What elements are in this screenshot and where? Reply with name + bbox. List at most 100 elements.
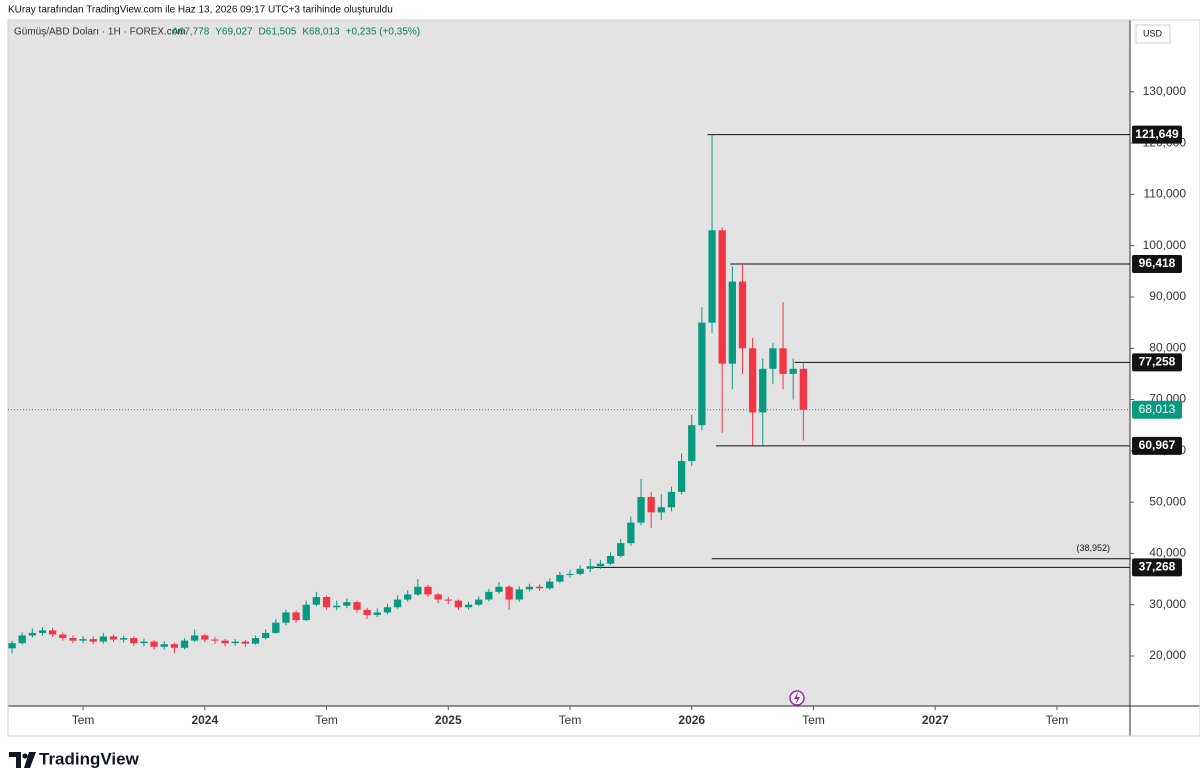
candle-body xyxy=(667,491,676,508)
candle-body xyxy=(28,632,36,636)
brand-logo xyxy=(9,752,36,768)
attribution: KUray tarafından TradingView.com ile Haz… xyxy=(8,5,393,16)
candle-body xyxy=(454,600,463,608)
x-tick-label: Tem xyxy=(1046,713,1069,727)
candle-body xyxy=(322,597,331,608)
level-label: (38,952) xyxy=(1076,543,1110,553)
candle-body xyxy=(262,632,270,639)
candle-body xyxy=(515,589,523,600)
candle-body xyxy=(211,639,219,641)
candle-body xyxy=(708,230,716,323)
x-tick-label: Tem xyxy=(559,713,582,727)
candle-body xyxy=(180,640,189,648)
candle-body xyxy=(170,644,179,648)
candle-body xyxy=(221,640,229,644)
y-tick-label: 90,000 xyxy=(1149,289,1186,303)
candle-body xyxy=(404,594,412,600)
candle-body xyxy=(109,636,118,640)
event-icon xyxy=(789,690,805,706)
candle-body xyxy=(373,612,381,615)
x-tick-label: 2026 xyxy=(678,713,705,727)
y-tick-label: 30,000 xyxy=(1149,597,1186,611)
candle-body xyxy=(89,639,97,642)
candle-body xyxy=(505,586,513,600)
candle-body xyxy=(383,607,392,613)
candle-body xyxy=(130,638,138,644)
candle-body xyxy=(292,612,300,621)
candle-body xyxy=(150,641,158,647)
candle-body xyxy=(79,639,87,641)
currency: USD xyxy=(1143,28,1163,38)
candle-body xyxy=(769,348,777,369)
candle-body xyxy=(637,496,645,523)
candle-body xyxy=(201,635,209,640)
candle-body xyxy=(48,630,57,635)
candle-body xyxy=(251,638,260,644)
candle-body xyxy=(99,636,108,642)
candle-body xyxy=(343,602,351,606)
symbol-title: Gümüş/ABD Doları · 1H · FOREX.com xyxy=(14,27,186,38)
y-tick-label: 20,000 xyxy=(1149,648,1186,662)
y-tick-label: 130,000 xyxy=(1143,84,1187,98)
candle-body xyxy=(444,599,452,601)
candle-body xyxy=(191,635,199,641)
level-label: 60,967 xyxy=(1139,438,1176,452)
ohlc-value: A67,778 xyxy=(172,27,210,38)
candle-body xyxy=(8,643,16,649)
candle-body xyxy=(576,568,584,574)
last-price-badge xyxy=(1132,400,1182,419)
candle-body xyxy=(789,368,797,374)
candle-body xyxy=(424,586,432,595)
ohlc-legend: A67,778 Y69,027 D61,505 K68,013 +0,235 (+0,3… xyxy=(172,27,420,38)
level-label: 121,649 xyxy=(1135,127,1179,141)
candle-body xyxy=(738,281,747,349)
candle-body xyxy=(799,368,807,410)
candle-body xyxy=(657,507,665,513)
x-tick-label: Tem xyxy=(315,713,338,727)
y-tick-label: 110,000 xyxy=(1144,187,1187,201)
candle-body xyxy=(688,425,696,462)
candle-body xyxy=(718,230,726,364)
candle-body xyxy=(535,586,544,589)
candle-body xyxy=(464,604,473,608)
candle-body xyxy=(69,638,77,641)
level-badge xyxy=(1132,255,1182,274)
candle-body xyxy=(160,644,168,647)
level-label: 37,268 xyxy=(1139,560,1176,574)
candle-body xyxy=(140,641,148,644)
candle-body xyxy=(475,599,483,605)
y-tick-label: 100,000 xyxy=(1143,238,1187,252)
candle-body xyxy=(414,586,422,595)
candle-body xyxy=(525,586,534,590)
candle-body xyxy=(617,543,625,556)
candle-body xyxy=(353,602,361,610)
candle-body xyxy=(312,597,321,605)
candle-body xyxy=(282,612,290,623)
level-badge xyxy=(1132,436,1182,455)
level-label: 96,418 xyxy=(1139,256,1176,270)
candle-body xyxy=(495,586,503,592)
candle-body xyxy=(647,496,655,513)
candle-body xyxy=(759,368,767,413)
candle-body xyxy=(627,522,635,544)
x-tick-label: 2025 xyxy=(435,713,462,727)
candle-body xyxy=(556,574,564,582)
candle-body xyxy=(698,322,706,426)
candle-body xyxy=(363,609,371,615)
level-badge xyxy=(1132,353,1182,372)
candle-body xyxy=(779,348,787,374)
y-tick-label: 40,000 xyxy=(1149,546,1186,560)
candle-body xyxy=(485,591,493,600)
candle-body xyxy=(38,630,47,633)
currency-box xyxy=(1135,24,1171,44)
candle-body xyxy=(677,461,686,492)
candle-body xyxy=(434,594,442,600)
ohlc-value: D61,505 xyxy=(259,27,297,38)
candle-body xyxy=(748,348,757,413)
y-tick-label: 50,000 xyxy=(1149,494,1186,508)
level-label: 77,258 xyxy=(1139,354,1176,368)
last-price-label: 68,013 xyxy=(1139,402,1176,416)
plot-background xyxy=(8,20,1130,706)
candle-body xyxy=(728,281,736,364)
